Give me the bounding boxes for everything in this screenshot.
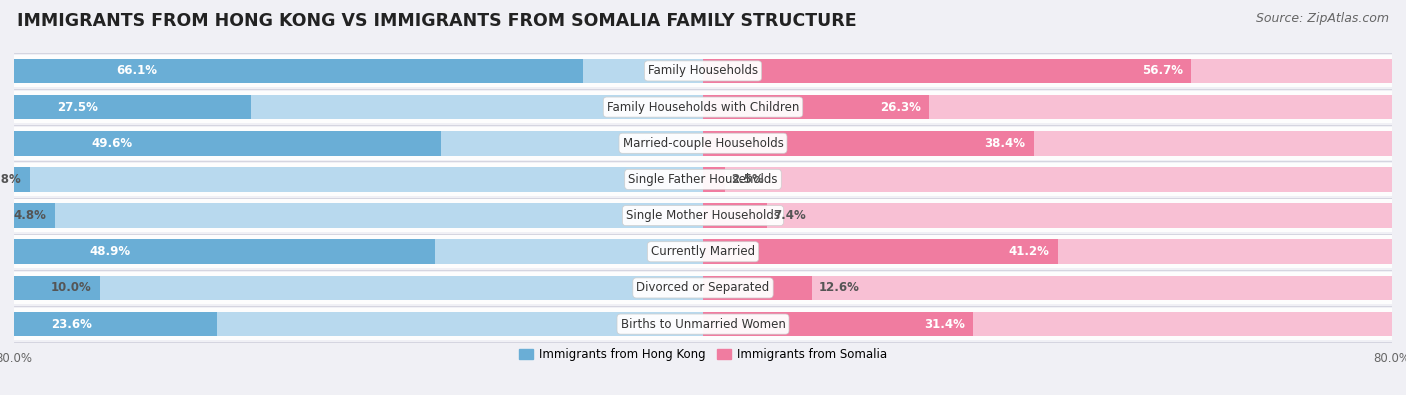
Text: Married-couple Households: Married-couple Households: [623, 137, 783, 150]
Text: IMMIGRANTS FROM HONG KONG VS IMMIGRANTS FROM SOMALIA FAMILY STRUCTURE: IMMIGRANTS FROM HONG KONG VS IMMIGRANTS …: [17, 12, 856, 30]
Bar: [14, 276, 703, 300]
Text: 48.9%: 48.9%: [90, 245, 131, 258]
Bar: [14, 276, 100, 300]
Text: Single Father Households: Single Father Households: [628, 173, 778, 186]
Text: Divorced or Separated: Divorced or Separated: [637, 281, 769, 294]
Bar: [703, 312, 973, 337]
Bar: [14, 95, 703, 119]
Text: 38.4%: 38.4%: [984, 137, 1025, 150]
Bar: [14, 239, 436, 264]
Bar: [14, 235, 1392, 268]
Text: 41.2%: 41.2%: [1008, 245, 1049, 258]
Bar: [703, 167, 724, 192]
Text: 56.7%: 56.7%: [1142, 64, 1182, 77]
Text: 1.8%: 1.8%: [0, 173, 21, 186]
Bar: [14, 58, 583, 83]
Text: 10.0%: 10.0%: [51, 281, 91, 294]
Bar: [14, 312, 218, 337]
Bar: [14, 199, 1392, 232]
Bar: [14, 203, 703, 228]
Bar: [703, 203, 1392, 228]
Bar: [14, 91, 1392, 123]
Bar: [703, 95, 929, 119]
Bar: [14, 312, 703, 337]
Text: 31.4%: 31.4%: [924, 318, 965, 331]
Bar: [703, 58, 1392, 83]
Bar: [703, 276, 811, 300]
Text: 66.1%: 66.1%: [117, 64, 157, 77]
Bar: [14, 308, 1392, 340]
Text: 49.6%: 49.6%: [91, 137, 132, 150]
Text: 27.5%: 27.5%: [56, 101, 97, 114]
Bar: [14, 58, 703, 83]
Text: 4.8%: 4.8%: [14, 209, 46, 222]
Text: 7.4%: 7.4%: [773, 209, 807, 222]
Text: 23.6%: 23.6%: [51, 318, 91, 331]
Bar: [14, 55, 1392, 87]
Text: Births to Unmarried Women: Births to Unmarried Women: [620, 318, 786, 331]
Text: Single Mother Households: Single Mother Households: [626, 209, 780, 222]
Bar: [703, 58, 1191, 83]
Bar: [703, 312, 1392, 337]
Bar: [703, 239, 1057, 264]
Text: Source: ZipAtlas.com: Source: ZipAtlas.com: [1256, 12, 1389, 25]
Bar: [703, 276, 1392, 300]
Bar: [14, 167, 30, 192]
Bar: [14, 131, 441, 156]
Bar: [14, 131, 703, 156]
Bar: [703, 131, 1392, 156]
Text: Family Households: Family Households: [648, 64, 758, 77]
Bar: [14, 167, 703, 192]
Legend: Immigrants from Hong Kong, Immigrants from Somalia: Immigrants from Hong Kong, Immigrants fr…: [515, 343, 891, 366]
Text: 26.3%: 26.3%: [880, 101, 921, 114]
Bar: [703, 167, 1392, 192]
Text: Currently Married: Currently Married: [651, 245, 755, 258]
Bar: [703, 239, 1392, 264]
Text: 12.6%: 12.6%: [818, 281, 859, 294]
Bar: [14, 127, 1392, 160]
Bar: [14, 203, 55, 228]
Bar: [14, 239, 703, 264]
Bar: [14, 163, 1392, 196]
Bar: [14, 95, 250, 119]
Bar: [703, 203, 766, 228]
Bar: [703, 95, 1392, 119]
Text: Family Households with Children: Family Households with Children: [607, 101, 799, 114]
Bar: [14, 272, 1392, 304]
Text: 2.5%: 2.5%: [731, 173, 765, 186]
Bar: [703, 131, 1033, 156]
